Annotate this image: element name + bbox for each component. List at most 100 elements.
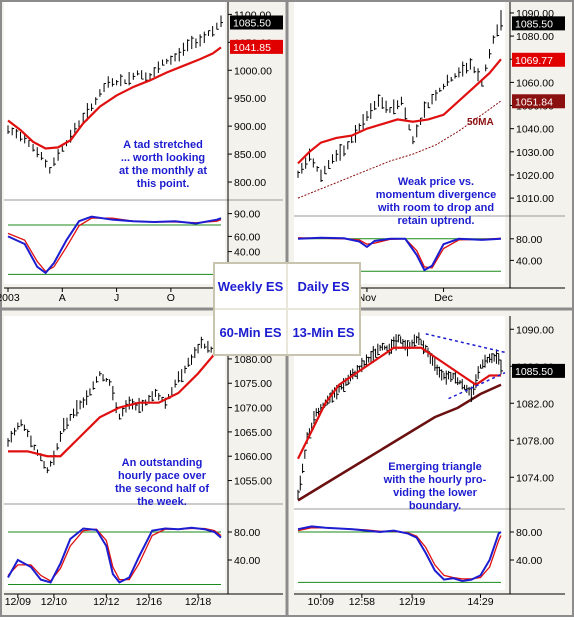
y-tick-label: 1060.00 [234, 451, 272, 463]
osc-tick-label: 40.00 [516, 555, 542, 567]
x-tick-label: 2003 [0, 292, 20, 304]
y-tick-label: 1080.00 [234, 354, 272, 366]
panel-3: 1090.001086.001082.001078.001074.0080.00… [294, 316, 565, 608]
legend-13min-label: 13-Min ES [292, 324, 355, 340]
y-tick-label: 1060.00 [516, 77, 554, 89]
x-tick-label: O [167, 292, 175, 304]
x-tick-label: J [114, 292, 119, 304]
x-tick-label: 12/09 [5, 596, 31, 608]
osc-tick-label: 80.00 [234, 527, 260, 539]
annotation-line: the week. [137, 496, 187, 508]
x-tick-label: Dec [434, 292, 453, 304]
y-tick-label: 1030.00 [516, 147, 554, 159]
price-tag [230, 15, 283, 30]
annotation-line: An outstanding [122, 457, 203, 469]
y-tick-label: 1040.00 [516, 124, 554, 136]
triangle-trendline-1 [448, 372, 506, 400]
panel-0: 1100.001050.001000.00950.00900.00850.008… [0, 2, 283, 304]
y-tick-label: 1000.00 [234, 65, 272, 77]
y-tick-label: 1070.00 [234, 403, 272, 415]
annotation-line: boundary. [409, 500, 461, 512]
osc-tick-label: 80.00 [516, 234, 542, 246]
y-tick-label: 1020.00 [516, 170, 554, 182]
y-tick-label: 1010.00 [516, 193, 554, 205]
y-tick-label: 1055.00 [234, 476, 272, 488]
y-tick-label: 1080.00 [516, 31, 554, 43]
annotation-line: this point. [137, 178, 190, 190]
y-tick-label: 1075.00 [234, 378, 272, 390]
moving-average-line [7, 46, 222, 150]
price-tag [512, 94, 565, 109]
annotation-line: at the monthly at [119, 165, 207, 177]
ma50-label: 50MA [467, 117, 494, 128]
osc-tick-label: 40.00 [516, 255, 542, 267]
hourly-ma-line [297, 383, 502, 502]
legend-60min: 60-Min ES [215, 310, 286, 354]
annotation-line: with room to drop and [377, 202, 494, 214]
price-tag [512, 16, 565, 31]
triangle-trendline-0 [425, 333, 506, 354]
annotation-line: hourly pace over [118, 470, 207, 482]
y-tick-label: 1074.00 [516, 472, 554, 484]
panel-2: 1080.00 1075.00 1070.00 1065.00 1060.00 1055.… [4, 316, 283, 608]
price-tag-label: 1085.50 [515, 366, 553, 378]
legend-60min-label: 60-Min ES [219, 324, 282, 340]
annotation-line: A tad stretched [123, 139, 203, 151]
annotation-line: retain uptrend. [397, 215, 474, 227]
y-tick-label: 900.00 [234, 121, 266, 133]
moving-average-line [8, 348, 222, 458]
price-tag [230, 39, 283, 54]
y-tick-label: 1090.00 [516, 324, 554, 336]
x-tick-label: 12/12 [93, 596, 119, 608]
annotation-line: with the hourly pro- [383, 474, 487, 486]
annotation-line: viding the lower [393, 487, 477, 499]
annotation-line: the second half of [115, 483, 209, 495]
plot-background [294, 2, 505, 284]
osc-tick-label: 80.00 [516, 527, 542, 539]
annotation-line: Weak price vs. [398, 176, 474, 188]
moving-average-line [297, 346, 501, 460]
osc-tick-label: 60.00 [234, 231, 260, 243]
plot-background [294, 316, 505, 590]
annotation-line: Emerging triangle [388, 461, 482, 473]
osc-fast-line [7, 526, 222, 584]
price-tag-label: 1085.50 [233, 17, 271, 29]
plot-background [4, 2, 225, 284]
moving-average-line [297, 58, 502, 165]
x-tick-label: 12/10 [41, 596, 67, 608]
legend-weekly-label: Weekly ES [217, 278, 284, 294]
x-tick-label: Nov [358, 292, 377, 304]
price-tag [512, 52, 565, 67]
y-tick-label: 1078.00 [516, 435, 554, 447]
price-tag [512, 363, 565, 378]
price-tag-label: 1051.84 [515, 96, 553, 108]
osc-fast-line [7, 215, 222, 275]
x-tick-label: 14:29 [467, 596, 493, 608]
panel-1: 1090.001080.001070.001060.001050.001040.… [294, 2, 565, 304]
x-tick-label: A [59, 292, 66, 304]
timeframe-legend: Weekly ES Daily ES 60-Min ES 13-Min ES [213, 262, 361, 356]
price-tag-label: 1041.85 [233, 42, 271, 54]
y-tick-label: 850.00 [234, 149, 266, 161]
price-tag-label: 1069.77 [515, 55, 553, 67]
osc-tick-label: 40.00 [234, 555, 260, 567]
legend-13min: 13-Min ES [288, 310, 359, 354]
legend-weekly: Weekly ES [215, 264, 286, 308]
osc-fast-line [297, 525, 502, 583]
osc-tick-label: 40.00 [234, 247, 260, 259]
x-tick-label: 12:58 [349, 596, 375, 608]
x-tick-label: 10:09 [308, 596, 334, 608]
y-tick-label: 1082.00 [516, 398, 554, 410]
legend-daily-label: Daily ES [297, 278, 350, 294]
x-tick-label: 12/16 [136, 596, 162, 608]
x-tick-label: 12/19 [399, 596, 425, 608]
annotation-line: ... worth looking [121, 152, 205, 164]
osc-tick-label: 90.00 [234, 209, 260, 221]
x-tick-label: 12/18 [185, 596, 211, 608]
y-tick-label: 950.00 [234, 93, 266, 105]
legend-daily: Daily ES [288, 264, 359, 308]
price-tag-label: 1085.50 [515, 18, 553, 30]
